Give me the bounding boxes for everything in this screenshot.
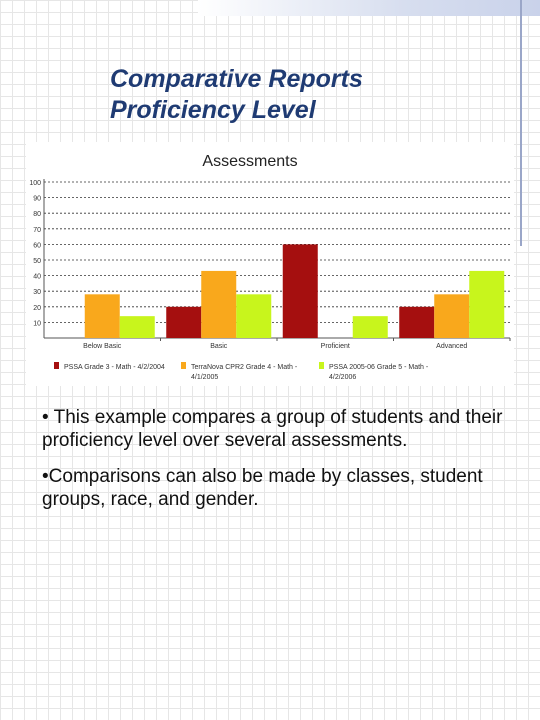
legend-swatch <box>54 362 59 369</box>
legend-swatch <box>319 362 324 369</box>
assessments-chart: Assessments 100 90 80 70 60 50 40 30 20 10 Below Ba… <box>26 142 514 386</box>
bar <box>201 270 237 338</box>
y-tick-label: 30 <box>33 289 41 296</box>
y-tick-label: 60 <box>33 242 41 249</box>
y-tick-label: 80 <box>33 211 41 218</box>
bar <box>469 270 505 338</box>
y-tick-label: 40 <box>33 274 41 281</box>
legend-label: 4/2/2006 <box>329 374 356 381</box>
y-tick-label: 100 <box>29 180 41 187</box>
slide-title: Comparative Reports Proficiency Level <box>110 64 510 126</box>
bar <box>434 294 470 338</box>
y-tick-label: 20 <box>33 305 41 312</box>
header-decoration <box>198 0 540 16</box>
y-tick-label: 70 <box>33 227 41 234</box>
bar <box>399 306 435 338</box>
bar <box>84 294 120 338</box>
y-tick-label: 10 <box>33 320 41 327</box>
x-tick-label: Proficient <box>321 343 350 350</box>
bar <box>119 316 155 338</box>
chart-title: Assessments <box>202 153 297 170</box>
bar <box>166 306 202 338</box>
bullet-item: •Comparisons can also be made by classes… <box>42 466 483 510</box>
x-tick-label: Advanced <box>436 343 467 350</box>
x-tick-label: Basic <box>210 343 228 350</box>
y-tick-label: 90 <box>33 196 41 203</box>
bullet-list: • This example compares a group of stude… <box>42 406 512 524</box>
legend-label: PSSA Grade 3 - Math - 4/2/2004 <box>64 364 165 371</box>
legend-label: 4/1/2005 <box>191 374 218 381</box>
x-tick-label: Below Basic <box>83 343 122 350</box>
legend-swatch <box>181 362 186 369</box>
chart-svg: Assessments 100 90 80 70 60 50 40 30 20 10 Below Ba… <box>29 153 511 381</box>
y-tick-label: 50 <box>33 258 41 265</box>
bar <box>282 244 318 338</box>
slide-title-line-2: Proficiency Level <box>110 96 316 124</box>
legend-label: TerraNova CPR2 Grade 4 - Math - <box>191 364 298 371</box>
bar <box>352 316 388 338</box>
vertical-accent-line <box>520 0 522 246</box>
slide-title-line-1: Comparative Reports <box>110 65 363 93</box>
legend-label: PSSA 2005-06 Grade 5 - Math - <box>329 364 429 371</box>
bar <box>236 294 272 338</box>
bullet-item: • This example compares a group of stude… <box>42 407 503 451</box>
